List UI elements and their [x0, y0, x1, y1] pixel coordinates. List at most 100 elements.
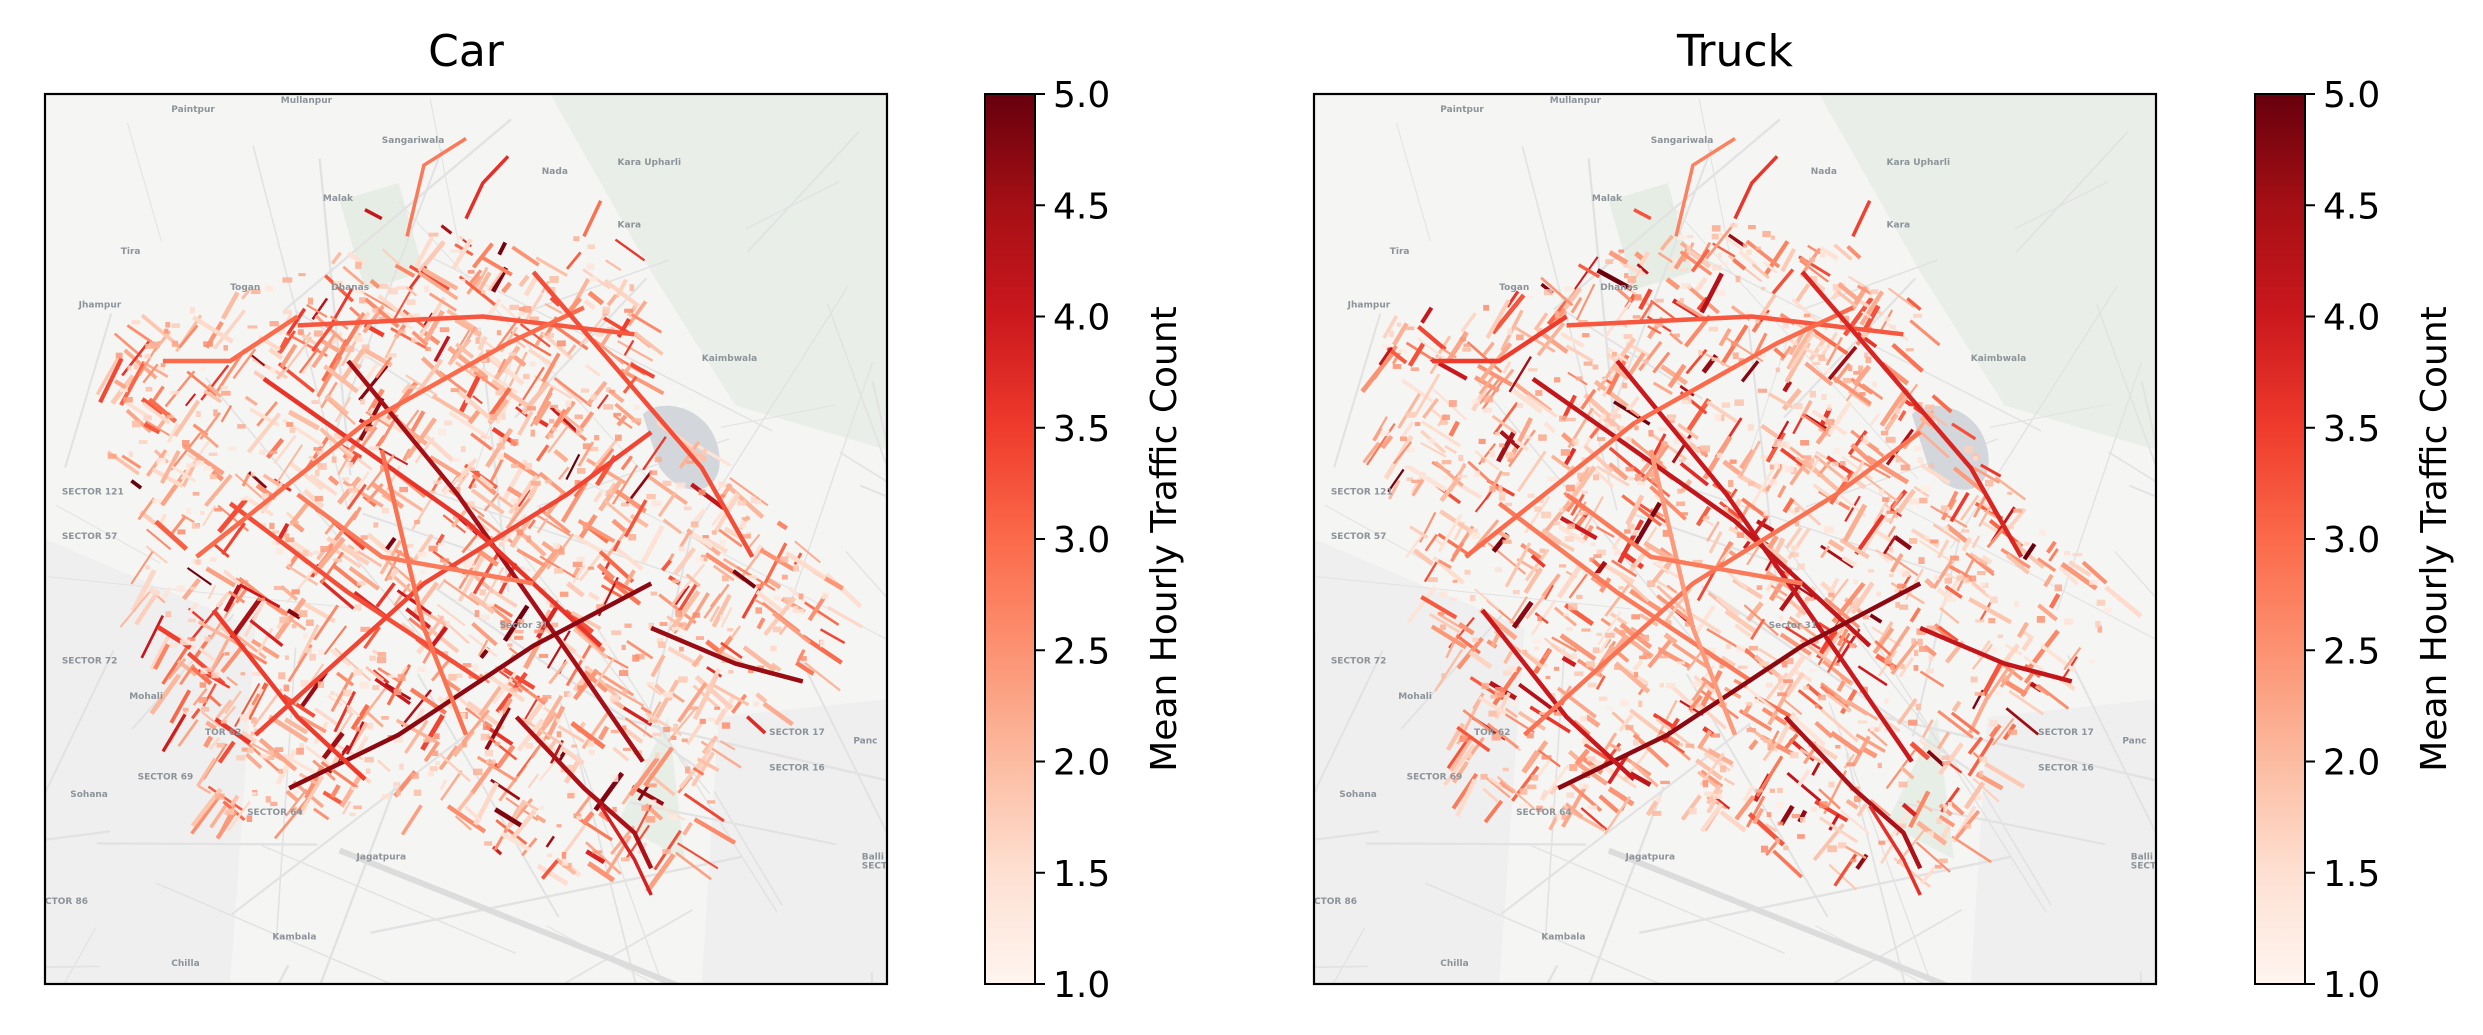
road-segment [1466, 753, 1473, 759]
road-segment [1918, 557, 1925, 564]
road-segment [268, 714, 309, 743]
road-segment [1779, 447, 1805, 468]
road-segment [410, 533, 434, 565]
basemap-place-label: Chilla [171, 959, 199, 969]
road-segment [614, 580, 634, 593]
basemap-street [1850, 479, 2156, 641]
road-segment [1938, 625, 1959, 642]
road-segment [637, 785, 650, 801]
forest-area [550, 94, 887, 450]
road-segment [1711, 233, 1719, 240]
road-segment [1860, 472, 1898, 502]
road-segment [472, 395, 483, 405]
road-segment [613, 412, 622, 417]
road-segment [393, 736, 403, 743]
road-segment [300, 775, 325, 812]
road-segment [1654, 322, 1664, 327]
road-segment [1697, 729, 1712, 750]
road-segment [1679, 384, 1695, 397]
road-segment [530, 429, 536, 437]
road-segment [1546, 476, 1557, 482]
road-segment [1883, 535, 1897, 555]
road-segment [1645, 800, 1659, 817]
road-segment [1936, 818, 1942, 825]
road-segment [461, 709, 490, 744]
road-segment [1773, 347, 1787, 359]
road-segment [1879, 387, 1909, 427]
road-segment [304, 647, 312, 654]
road-segment [251, 717, 257, 724]
road-segment [335, 671, 355, 687]
road-segment [1440, 418, 1448, 425]
road-segment [1724, 608, 1758, 635]
road-segment [1455, 778, 1477, 817]
road-segment [663, 726, 671, 733]
road-segment [510, 331, 552, 357]
basemap-street [746, 130, 860, 253]
road-segment [145, 545, 168, 564]
road-segment [1818, 354, 1826, 361]
road-segment [171, 465, 197, 483]
road-segment [1859, 290, 1884, 326]
road-segment [1829, 470, 1855, 505]
road-segment [1980, 463, 2002, 478]
road-segment [200, 510, 205, 515]
road-segment [181, 440, 190, 447]
road-segment [1699, 752, 1725, 786]
road-segment [156, 457, 166, 465]
arterial-road [1497, 501, 1754, 684]
road-segment [123, 396, 133, 403]
road-segment [414, 519, 421, 525]
road-segment [599, 805, 653, 896]
road-segment [1679, 297, 1684, 303]
road-segment [1604, 583, 1631, 617]
road-segment [1502, 670, 1512, 676]
road-segment [296, 747, 304, 755]
basemap-street [2015, 130, 2129, 253]
basemap-place-label: SECTOR 121 [62, 488, 124, 498]
road-segment [498, 710, 504, 716]
road-segment [493, 807, 523, 828]
road-segment [251, 742, 283, 761]
road-segment [1742, 364, 1748, 372]
road-segment [488, 353, 525, 386]
basemap-street [1698, 98, 1731, 256]
road-segment [1561, 655, 1577, 668]
road-segment [476, 755, 518, 783]
road-segment [268, 450, 278, 455]
road-segment [1530, 554, 1546, 568]
road-segment [303, 633, 309, 640]
road-segment [1856, 803, 1868, 817]
road-segment [417, 240, 446, 274]
road-segment [1732, 258, 1747, 271]
road-segment [417, 551, 427, 558]
road-segment [2063, 646, 2082, 671]
road-segment [161, 713, 187, 753]
road-segment [1882, 505, 1891, 511]
basemap-street [871, 380, 887, 448]
road-segment [528, 543, 563, 585]
road-segment [1874, 640, 1892, 657]
road-segment [1511, 600, 1534, 629]
road-segment [1861, 440, 1870, 445]
road-segment [1781, 388, 1802, 411]
road-segment [1437, 611, 1445, 616]
colorbar-tick-label: 1.0 [1053, 965, 1110, 1006]
road-segment [234, 588, 248, 604]
road-segment [673, 723, 679, 731]
road-segment [2015, 541, 2022, 548]
road-segment [720, 494, 726, 498]
road-segment [446, 308, 479, 333]
road-segment [1723, 777, 1735, 786]
road-segment [145, 343, 155, 349]
road-segment [792, 565, 800, 572]
road-segment [511, 245, 540, 267]
basemap-place-label: SECTOR 17 [2038, 728, 2094, 738]
road-segment [581, 388, 590, 393]
road-segment [587, 861, 616, 883]
road-segment [1702, 517, 1715, 527]
road-segment [1985, 479, 1994, 487]
road-segment [531, 480, 541, 486]
basemap-place-label: Panc [2122, 737, 2146, 747]
